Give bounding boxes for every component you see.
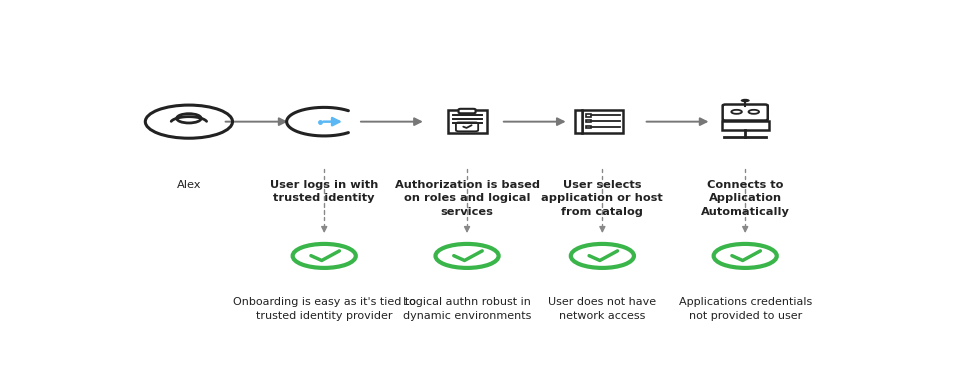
Text: Applications credentials
not provided to user: Applications credentials not provided to… (678, 297, 811, 321)
Circle shape (713, 244, 776, 268)
Circle shape (293, 244, 356, 268)
Circle shape (740, 99, 749, 102)
FancyBboxPatch shape (458, 109, 475, 113)
Text: User does not have
network access: User does not have network access (547, 297, 656, 321)
Bar (585, 120, 590, 122)
Text: User logs in with
trusted identity: User logs in with trusted identity (269, 180, 378, 203)
Circle shape (435, 244, 498, 268)
Text: Alex: Alex (176, 180, 201, 190)
Text: Authorization is based
on roles and logical
services: Authorization is based on roles and logi… (394, 180, 539, 217)
Circle shape (570, 244, 634, 268)
Text: Logical authn robust in
dynamic environments: Logical authn robust in dynamic environm… (402, 297, 531, 321)
Text: Onboarding is easy as it's tied to
trusted identity provider: Onboarding is easy as it's tied to trust… (233, 297, 416, 321)
FancyBboxPatch shape (722, 105, 766, 121)
Text: Connects to
Application
Automatically: Connects to Application Automatically (700, 180, 789, 217)
Bar (581, 110, 622, 133)
FancyBboxPatch shape (447, 110, 486, 133)
Bar (721, 121, 767, 130)
Bar (585, 114, 590, 116)
Text: User selects
application or host
from catalog: User selects application or host from ca… (541, 180, 663, 217)
Bar (585, 126, 590, 128)
Bar (575, 110, 581, 133)
